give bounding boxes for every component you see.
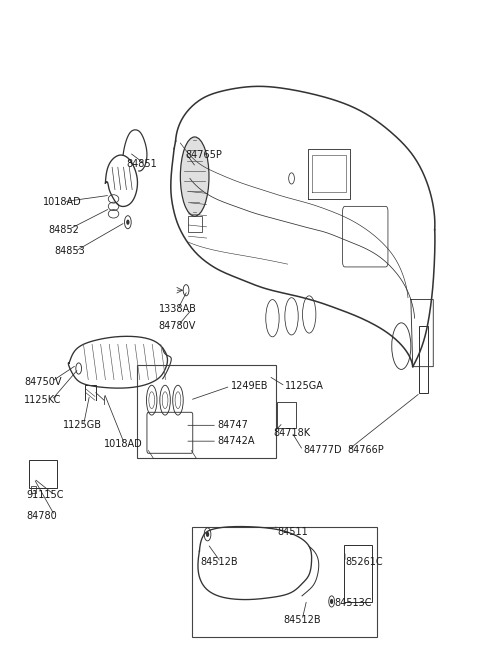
Text: 84747: 84747: [217, 421, 248, 430]
Text: 1125GA: 1125GA: [285, 381, 324, 391]
Text: 84513C: 84513C: [335, 598, 372, 608]
Bar: [31, 486, 36, 493]
Text: 1125KC: 1125KC: [24, 395, 61, 405]
Ellipse shape: [180, 137, 209, 216]
Text: 84780: 84780: [26, 511, 57, 521]
Text: 84780V: 84780V: [159, 321, 196, 331]
Text: 84742A: 84742A: [217, 436, 254, 446]
Text: 91115C: 91115C: [26, 490, 64, 500]
Text: 1338AB: 1338AB: [159, 304, 197, 314]
Text: 84766P: 84766P: [348, 445, 384, 455]
Text: 1249EB: 1249EB: [230, 381, 268, 391]
Text: 1018AD: 1018AD: [43, 196, 82, 207]
Bar: [344, 544, 372, 603]
Text: 84750V: 84750V: [24, 377, 62, 386]
Text: 84511: 84511: [277, 527, 308, 538]
Bar: [188, 215, 202, 233]
Bar: [277, 402, 296, 428]
Bar: [192, 527, 377, 637]
Bar: [419, 326, 428, 393]
Circle shape: [331, 599, 333, 603]
Bar: [29, 460, 57, 488]
Text: 84718K: 84718K: [274, 428, 311, 438]
Circle shape: [127, 220, 129, 224]
Text: 84777D: 84777D: [303, 445, 342, 455]
Text: 84851: 84851: [127, 159, 157, 170]
Text: 84853: 84853: [55, 246, 85, 256]
Circle shape: [206, 533, 208, 536]
Text: 84852: 84852: [48, 225, 79, 234]
Text: 84512B: 84512B: [201, 557, 239, 567]
Text: 84765P: 84765P: [185, 150, 222, 160]
Text: 1018AD: 1018AD: [104, 439, 143, 449]
Text: 84512B: 84512B: [283, 615, 321, 625]
Bar: [137, 365, 276, 458]
Text: 85261C: 85261C: [345, 557, 383, 567]
Text: 1125GB: 1125GB: [63, 421, 102, 430]
